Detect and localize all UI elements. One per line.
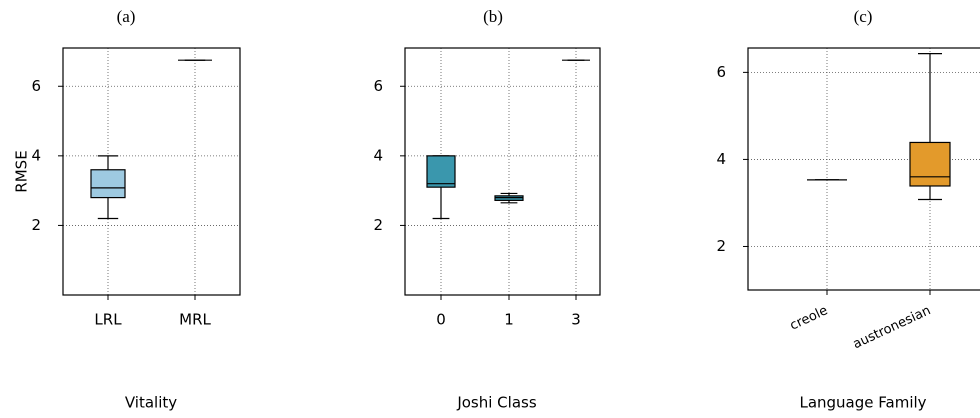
x-tick-label: creole <box>788 303 830 333</box>
x-tick-label: 3 <box>571 311 581 329</box>
y-axis-label: RMSE <box>13 150 31 192</box>
x-tick-label: 0 <box>436 311 446 329</box>
panel-title: (c) <box>854 7 873 26</box>
y-tick-label: 6 <box>31 77 41 95</box>
x-tick-label: 1 <box>504 311 514 329</box>
box <box>909 141 951 187</box>
y-tick-label: 4 <box>373 146 383 164</box>
box <box>90 169 126 199</box>
axes-frame <box>747 47 980 291</box>
x-tick-label: LRL <box>94 311 122 329</box>
box <box>426 155 456 188</box>
x-axis-label: Vitality <box>125 394 177 412</box>
y-tick-label: 4 <box>716 150 726 168</box>
panel-title: (a) <box>117 7 136 26</box>
panel-title: (b) <box>483 7 503 26</box>
y-tick-label: 6 <box>716 63 726 81</box>
y-tick-label: 4 <box>31 146 41 164</box>
x-axis-label: Joshi Class <box>456 394 537 412</box>
y-tick-label: 6 <box>373 77 383 95</box>
x-tick-label: MRL <box>179 311 211 329</box>
y-tick-label: 2 <box>716 237 726 255</box>
y-tick-label: 2 <box>373 216 383 234</box>
axes-frame <box>404 47 601 296</box>
axes-frame <box>62 47 241 296</box>
y-tick-label: 2 <box>31 216 41 234</box>
x-tick-label: austronesian <box>851 303 933 352</box>
x-axis-label: Language Family <box>799 394 926 412</box>
